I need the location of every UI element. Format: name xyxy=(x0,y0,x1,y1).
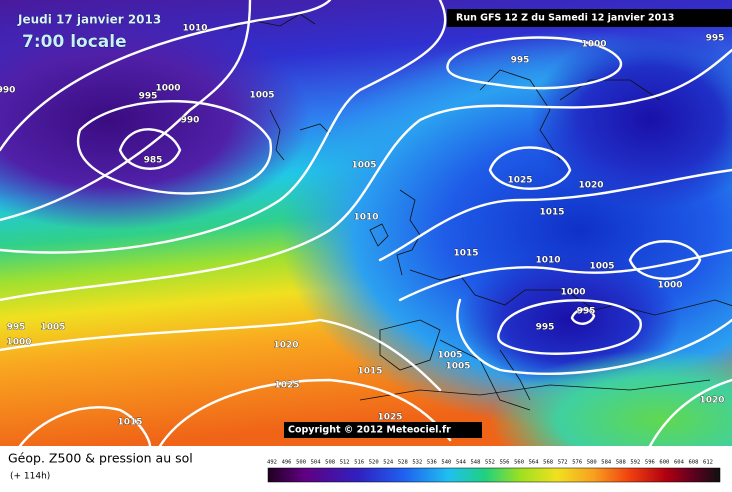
legend-label: 516 xyxy=(354,460,364,466)
isobar-label: 995 xyxy=(577,307,596,317)
legend-label: 588 xyxy=(616,460,626,466)
isobar-label: 1015 xyxy=(117,418,142,428)
isobar-label: 1005 xyxy=(437,351,462,361)
isobar-label: 1015 xyxy=(453,249,478,259)
color-scale xyxy=(267,467,721,483)
isobar-label: 1005 xyxy=(249,91,274,101)
isobar-label: 995 xyxy=(7,323,26,333)
isobar-label: 1000 xyxy=(560,288,585,298)
isobar-label: 1010 xyxy=(535,256,560,266)
isobar-label: 990 xyxy=(0,86,15,96)
isobar-label: 1000 xyxy=(6,338,31,348)
legend-label: 520 xyxy=(369,460,379,466)
legend-label: 572 xyxy=(558,460,568,466)
legend-label: 600 xyxy=(659,460,669,466)
legend-label: 556 xyxy=(500,460,510,466)
legend-label: 560 xyxy=(514,460,524,466)
legend-label: 596 xyxy=(645,460,655,466)
legend-label: 548 xyxy=(470,460,480,466)
legend-label: 500 xyxy=(296,460,306,466)
legend-label: 496 xyxy=(282,460,292,466)
legend-label: 528 xyxy=(398,460,408,466)
isobar-label: 1025 xyxy=(507,176,532,186)
legend-label: 524 xyxy=(383,460,394,466)
isobar-label: 1015 xyxy=(357,367,382,377)
run-box xyxy=(447,9,732,27)
isobar-label: 985 xyxy=(144,156,163,166)
footer-title: Géop. Z500 & pression au sol xyxy=(8,451,193,466)
legend-label: 536 xyxy=(427,460,437,466)
legend-label: 564 xyxy=(529,460,540,466)
isobar-label: 1005 xyxy=(40,323,65,333)
isobars xyxy=(0,0,732,446)
isobar-label: 1000 xyxy=(155,84,180,94)
forecast-time: 7:00 locale xyxy=(22,32,127,52)
legend-label: 552 xyxy=(485,460,495,466)
isobar-label: 1005 xyxy=(589,262,614,272)
legend-label: 544 xyxy=(456,460,467,466)
isobar-labels: 1010 995 1000 995 990 995 1000 1005 990 … xyxy=(0,23,725,428)
legend-label: 540 xyxy=(441,460,451,466)
legend-label: 584 xyxy=(601,460,612,466)
isobar-label: 995 xyxy=(511,56,530,66)
isobar-label: 1000 xyxy=(581,40,606,50)
isobar-label: 1005 xyxy=(445,362,470,372)
legend-label: 576 xyxy=(572,460,582,466)
isobar-label: 1020 xyxy=(273,341,298,351)
legend-label: 504 xyxy=(311,460,322,466)
legend-label: 604 xyxy=(674,460,685,466)
legend-label: 492 xyxy=(267,460,277,466)
run-label: Run GFS 12 Z du Samedi 12 janvier 2013 xyxy=(456,13,674,24)
legend-label: 512 xyxy=(340,460,350,466)
forecast-date: Jeudi 17 janvier 2013 xyxy=(17,13,161,27)
copyright-box xyxy=(284,422,482,438)
legend-label: 608 xyxy=(688,460,698,466)
coastlines xyxy=(229,13,732,411)
isobar-label: 1025 xyxy=(274,381,299,391)
isobar-label: 995 xyxy=(536,323,555,333)
isobar-label: 995 xyxy=(139,92,158,102)
isobar-label: 1025 xyxy=(377,413,402,423)
isobar-label: 1020 xyxy=(578,181,603,191)
footer-lead: (+ 114h) xyxy=(10,472,50,482)
legend-label: 508 xyxy=(325,460,335,466)
copyright: Copyright © 2012 Meteociel.fr xyxy=(288,425,451,436)
isobar-label: 1015 xyxy=(539,208,564,218)
isobar-label: 1010 xyxy=(182,24,207,34)
isobar-label: 1010 xyxy=(353,213,378,223)
isobar-label: 990 xyxy=(181,116,200,126)
legend-label: 580 xyxy=(587,460,597,466)
isobar-label: 1005 xyxy=(351,161,376,171)
isobar-label: 995 xyxy=(706,34,725,44)
isobar-label: 1020 xyxy=(699,396,724,406)
legend-label: 592 xyxy=(630,460,640,466)
legend-labels: 492 496 500 504 508 512 516 520 524 528 532 536 540 5… xyxy=(267,460,713,466)
isobar-label: 1000 xyxy=(657,281,682,291)
legend-label: 532 xyxy=(412,460,422,466)
legend-label: 612 xyxy=(703,460,713,466)
legend-label: 568 xyxy=(543,460,553,466)
